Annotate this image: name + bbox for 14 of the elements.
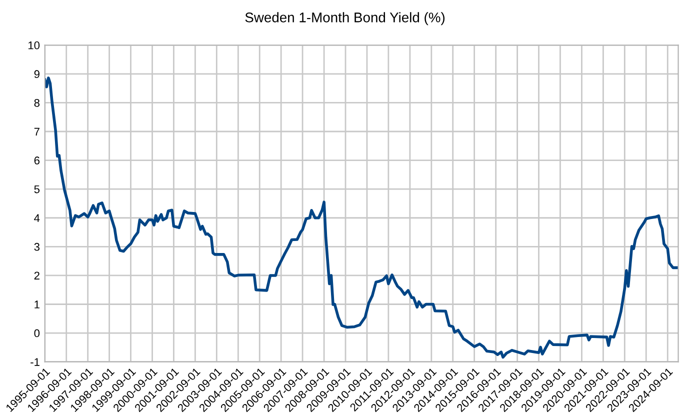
y-tick-label: 4 <box>34 214 40 222</box>
y-tick-label: 0 <box>34 329 40 338</box>
y-tick-label: 7 <box>34 128 40 136</box>
y-tick-label: 10 <box>28 41 40 50</box>
y-tick-label: 9 <box>34 70 40 78</box>
chart-title: Sweden 1-Month Bond Yield (%) <box>245 12 445 26</box>
y-tick-label: 1 <box>34 300 40 308</box>
y-tick-label: 2 <box>34 272 40 280</box>
y-tick-label: 6 <box>34 156 40 164</box>
line-series <box>44 76 678 359</box>
y-tick-label: -1 <box>30 358 40 366</box>
y-tick-label: 8 <box>34 98 40 107</box>
y-tick-label: 5 <box>34 185 40 194</box>
y-tick-label: 3 <box>34 242 40 251</box>
